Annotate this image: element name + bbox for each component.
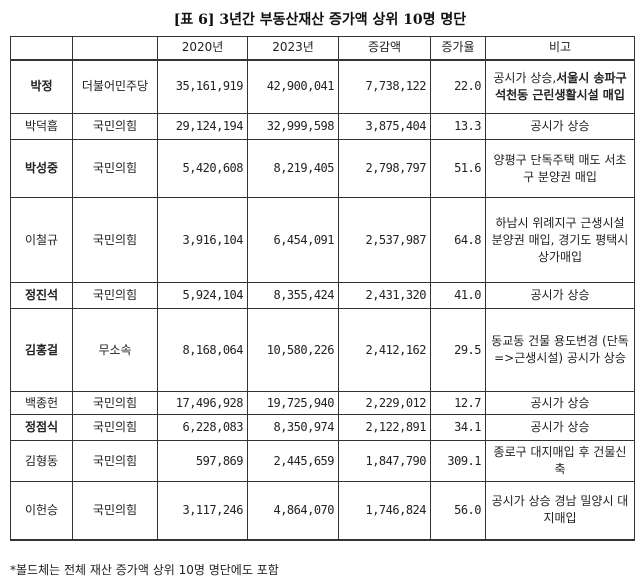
name-cell: 김홍걸 <box>10 308 73 392</box>
rate-cell: 51.6 <box>430 139 486 198</box>
header-diff: 증감액 <box>338 36 431 61</box>
note-cell: 공시가 상승 경남 밀양시 대지매입 <box>485 481 635 541</box>
note-cell: 공시가 상승 <box>485 391 635 415</box>
party-cell: 국민의힘 <box>72 481 158 541</box>
name-cell: 김형동 <box>10 440 73 482</box>
note-cell: 양평구 단독주택 매도 서초구 분양권 매입 <box>485 139 635 198</box>
rate-cell: 12.7 <box>430 391 486 415</box>
value-2020-cell: 597,869 <box>157 440 248 482</box>
value-2020-cell: 6,228,083 <box>157 414 248 441</box>
table-row: 백종헌 국민의힘 17,496,928 19,725,940 2,229,012 12.7… <box>10 391 635 415</box>
rate-cell: 13.3 <box>430 113 486 140</box>
header-2023: 2023년 <box>247 36 339 61</box>
header-note: 비고 <box>485 36 635 61</box>
table-row: 김형동 국민의힘 597,869 2,445,659 1,847,790 309.1 종로구… <box>10 440 635 482</box>
note-cell: 공시가 상승,서울시 송파구 석천동 근린생활시설 매입 <box>485 59 635 114</box>
value-2020-cell: 8,168,064 <box>157 308 248 392</box>
rate-cell: 29.5 <box>430 308 486 392</box>
table-row: 정점식 국민의힘 6,228,083 8,350,974 2,122,891 34.1 공시… <box>10 414 635 441</box>
table-row: 박정 더불어민주당 35,161,919 42,900,041 7,738,122 22.… <box>10 59 635 114</box>
name-cell: 이철규 <box>10 197 73 283</box>
value-2023-cell: 42,900,041 <box>247 59 339 114</box>
header-name <box>10 36 73 61</box>
party-cell: 무소속 <box>72 308 158 392</box>
name-cell: 박성중 <box>10 139 73 198</box>
diff-cell: 2,431,320 <box>338 282 431 309</box>
party-cell: 국민의힘 <box>72 197 158 283</box>
rate-cell: 41.0 <box>430 282 486 309</box>
note-cell: 동교동 건물 용도변경 (단독=>근생시설) 공시가 상승 <box>485 308 635 392</box>
party-cell: 국민의힘 <box>72 282 158 309</box>
diff-cell: 2,798,797 <box>338 139 431 198</box>
name-cell: 정점식 <box>10 414 73 441</box>
value-2020-cell: 5,420,608 <box>157 139 248 198</box>
value-2023-cell: 19,725,940 <box>247 391 339 415</box>
name-cell: 정진석 <box>10 282 73 309</box>
name-cell: 박덕흠 <box>10 113 73 140</box>
party-cell: 국민의힘 <box>72 113 158 140</box>
diff-cell: 2,537,987 <box>338 197 431 283</box>
name-cell: 이헌승 <box>10 481 73 541</box>
diff-cell: 1,847,790 <box>338 440 431 482</box>
party-cell: 국민의힘 <box>72 391 158 415</box>
diff-cell: 7,738,122 <box>338 59 431 114</box>
party-cell: 국민의힘 <box>72 139 158 198</box>
value-2020-cell: 3,916,104 <box>157 197 248 283</box>
note-cell: 공시가 상승 <box>485 113 635 140</box>
rate-cell: 34.1 <box>430 414 486 441</box>
name-cell: 백종헌 <box>10 391 73 415</box>
diff-cell: 1,746,824 <box>338 481 431 541</box>
diff-cell: 2,412,162 <box>338 308 431 392</box>
party-cell: 더불어민주당 <box>72 59 158 114</box>
value-2020-cell: 35,161,919 <box>157 59 248 114</box>
value-2020-cell: 3,117,246 <box>157 481 248 541</box>
value-2020-cell: 17,496,928 <box>157 391 248 415</box>
asset-increase-table: 2020년 2023년 증감액 증가율 비고 박정 더불어민주당 35,161,91… <box>10 36 635 541</box>
note-cell: 공시가 상승 <box>485 282 635 309</box>
diff-cell: 2,229,012 <box>338 391 431 415</box>
footnote: *볼드체는 전체 재산 증가액 상위 10명 명단에도 포함 <box>10 563 279 577</box>
note-text: 공시가 상승, <box>493 70 557 85</box>
table-row: 김홍걸 무소속 8,168,064 10,580,226 2,412,162 29.5 동교… <box>10 308 635 392</box>
value-2023-cell: 8,355,424 <box>247 282 339 309</box>
table-row: 이철규 국민의힘 3,916,104 6,454,091 2,537,987 64.8 하남… <box>10 197 635 283</box>
table-title: [표 6] 3년간 부동산재산 증가액 상위 10명 명단 <box>173 12 467 28</box>
value-2020-cell: 29,124,194 <box>157 113 248 140</box>
header-party <box>72 36 158 61</box>
table-row: 정진석 국민의힘 5,924,104 8,355,424 2,431,320 41.0 공시… <box>10 282 635 309</box>
party-cell: 국민의힘 <box>72 440 158 482</box>
value-2020-cell: 5,924,104 <box>157 282 248 309</box>
rate-cell: 22.0 <box>430 59 486 114</box>
rate-cell: 309.1 <box>430 440 486 482</box>
diff-cell: 2,122,891 <box>338 414 431 441</box>
value-2023-cell: 4,864,070 <box>247 481 339 541</box>
note-bold-text: 서울시 송파구 석천동 근린생활시설 매입 <box>495 70 627 102</box>
rate-cell: 56.0 <box>430 481 486 541</box>
header-row: 2020년 2023년 증감액 증가율 비고 <box>10 36 635 61</box>
diff-cell: 3,875,404 <box>338 113 431 140</box>
value-2023-cell: 32,999,598 <box>247 113 339 140</box>
table-row: 이헌승 국민의힘 3,117,246 4,864,070 1,746,824 56.0 공시… <box>10 481 635 541</box>
rate-cell: 64.8 <box>430 197 486 283</box>
party-cell: 국민의힘 <box>72 414 158 441</box>
value-2023-cell: 8,350,974 <box>247 414 339 441</box>
table-row: 박성중 국민의힘 5,420,608 8,219,405 2,798,797 51.6 양평… <box>10 139 635 198</box>
header-2020: 2020년 <box>157 36 248 61</box>
value-2023-cell: 8,219,405 <box>247 139 339 198</box>
header-rate: 증가율 <box>430 36 486 61</box>
note-cell: 하남시 위례지구 근생시설 분양권 매입, 경기도 평택시 상가매입 <box>485 197 635 283</box>
value-2023-cell: 2,445,659 <box>247 440 339 482</box>
name-cell: 박정 <box>10 59 73 114</box>
value-2023-cell: 10,580,226 <box>247 308 339 392</box>
value-2023-cell: 6,454,091 <box>247 197 339 283</box>
note-cell: 공시가 상승 <box>485 414 635 441</box>
table-row: 박덕흠 국민의힘 29,124,194 32,999,598 3,875,404 13.3… <box>10 113 635 140</box>
note-cell: 종로구 대지매입 후 건물신축 <box>485 440 635 482</box>
